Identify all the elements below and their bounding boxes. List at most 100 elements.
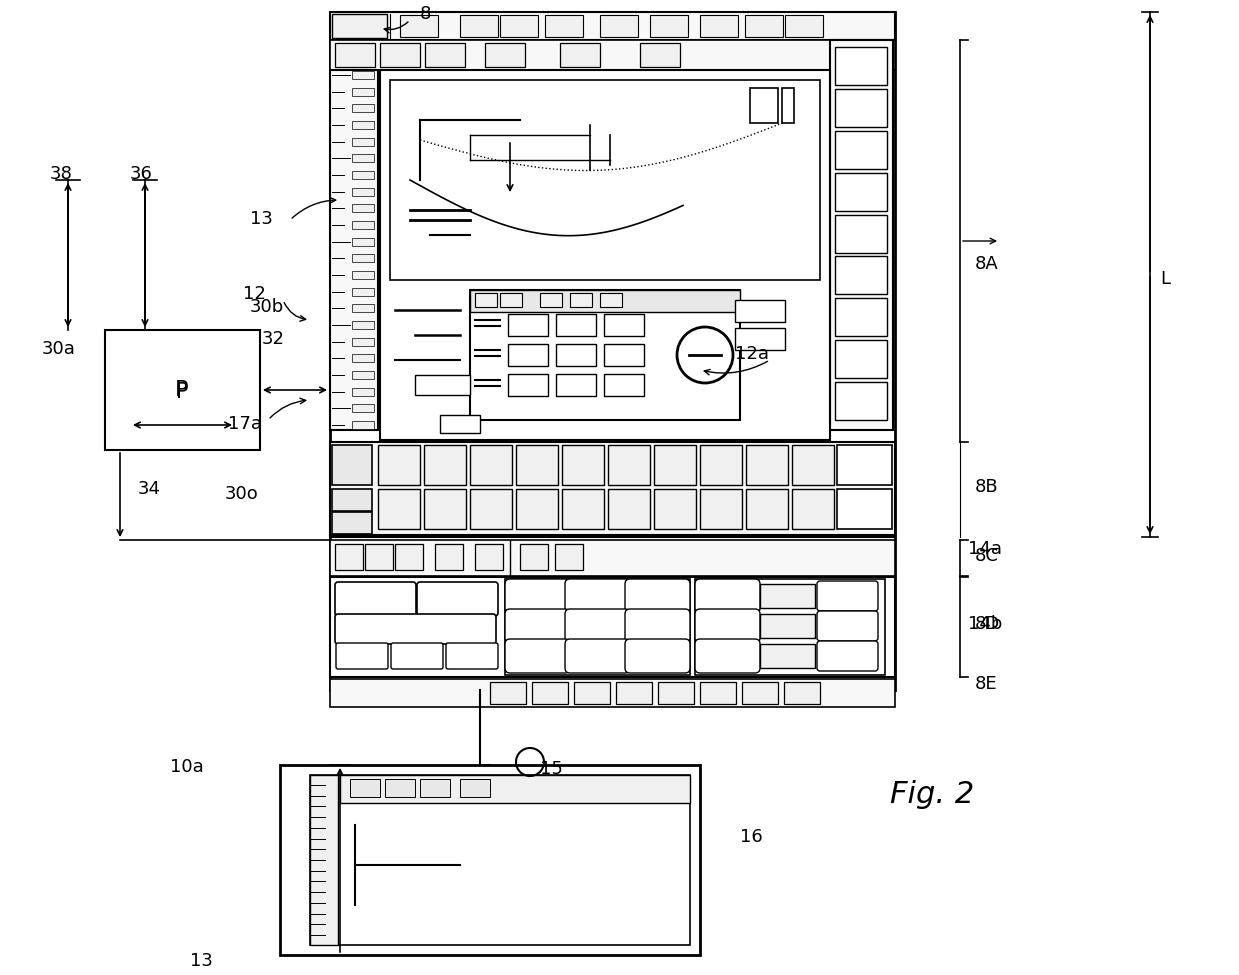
Bar	[784, 682, 820, 704]
Text: 30a: 30a	[42, 340, 76, 358]
Bar	[603, 374, 644, 396]
Bar	[352, 221, 374, 229]
FancyBboxPatch shape	[695, 639, 760, 673]
Bar	[352, 71, 374, 79]
FancyBboxPatch shape	[817, 641, 878, 671]
Bar	[508, 374, 548, 396]
Bar	[330, 442, 895, 537]
Bar	[352, 288, 374, 295]
Bar	[658, 682, 694, 704]
Bar	[460, 779, 489, 797]
Bar	[425, 43, 465, 67]
Bar	[556, 374, 596, 396]
Bar	[560, 43, 600, 67]
Bar	[760, 614, 815, 638]
FancyBboxPatch shape	[624, 609, 690, 643]
Bar	[352, 304, 374, 312]
Bar	[600, 293, 622, 307]
Bar	[654, 445, 696, 485]
Bar	[420, 779, 450, 797]
Bar	[484, 43, 525, 67]
Bar	[366, 544, 393, 570]
Bar	[400, 15, 439, 37]
Bar	[515, 489, 558, 529]
Bar	[470, 489, 512, 529]
Bar	[385, 779, 415, 797]
Bar	[352, 354, 374, 363]
Bar	[435, 544, 463, 570]
Text: P: P	[175, 380, 188, 400]
Bar	[378, 489, 420, 529]
Bar	[330, 12, 895, 690]
Bar	[335, 544, 363, 570]
Text: 30o: 30o	[225, 485, 259, 503]
Text: L: L	[1160, 270, 1170, 288]
FancyBboxPatch shape	[335, 582, 416, 616]
Bar	[332, 489, 372, 511]
Bar	[349, 779, 380, 797]
Bar	[835, 382, 887, 420]
Bar	[608, 445, 650, 485]
Bar	[352, 171, 374, 179]
Bar	[641, 43, 680, 67]
Bar	[556, 344, 596, 366]
Bar	[532, 682, 567, 704]
Bar	[545, 15, 584, 37]
Text: 13: 13	[190, 952, 213, 970]
Bar	[746, 445, 788, 485]
Bar	[352, 121, 374, 129]
FancyBboxPatch shape	[695, 579, 760, 613]
Text: 36: 36	[130, 165, 152, 183]
Bar	[838, 489, 892, 529]
Bar	[835, 173, 887, 211]
Text: 16: 16	[740, 828, 763, 846]
Bar	[352, 154, 374, 162]
Bar	[470, 290, 740, 312]
Bar	[570, 293, 592, 307]
Bar	[700, 15, 738, 37]
Bar	[380, 70, 830, 440]
Bar	[352, 104, 374, 112]
Bar	[603, 344, 644, 366]
Bar	[700, 489, 742, 529]
Text: 8C: 8C	[975, 547, 999, 565]
Text: P: P	[176, 382, 188, 402]
Bar	[352, 137, 374, 145]
Bar	[475, 293, 497, 307]
Bar	[352, 388, 374, 396]
Bar	[352, 405, 374, 412]
Bar	[746, 489, 788, 529]
Text: 12a: 12a	[735, 345, 769, 363]
Bar	[460, 15, 498, 37]
Bar	[603, 314, 644, 336]
Text: 8E: 8E	[975, 675, 997, 693]
Bar	[380, 43, 420, 67]
Bar	[352, 88, 374, 96]
Bar	[574, 682, 610, 704]
Bar	[563, 445, 603, 485]
Bar	[475, 544, 503, 570]
Bar	[415, 375, 470, 395]
FancyBboxPatch shape	[446, 643, 498, 669]
Text: 8D: 8D	[975, 615, 1000, 633]
FancyBboxPatch shape	[565, 639, 629, 673]
Bar	[330, 577, 895, 677]
FancyBboxPatch shape	[565, 609, 629, 643]
Bar	[735, 300, 786, 322]
Bar	[280, 765, 700, 955]
Bar	[835, 298, 887, 336]
Bar	[105, 330, 260, 450]
Bar	[424, 489, 466, 529]
Bar	[508, 314, 548, 336]
Bar	[508, 344, 548, 366]
FancyBboxPatch shape	[565, 579, 629, 613]
Bar	[424, 445, 466, 485]
Bar	[515, 445, 558, 485]
Bar	[310, 775, 690, 945]
Bar	[760, 644, 815, 668]
Bar	[608, 489, 650, 529]
Bar	[600, 15, 638, 37]
Bar	[489, 682, 527, 704]
Bar	[838, 445, 892, 485]
FancyBboxPatch shape	[506, 639, 570, 673]
